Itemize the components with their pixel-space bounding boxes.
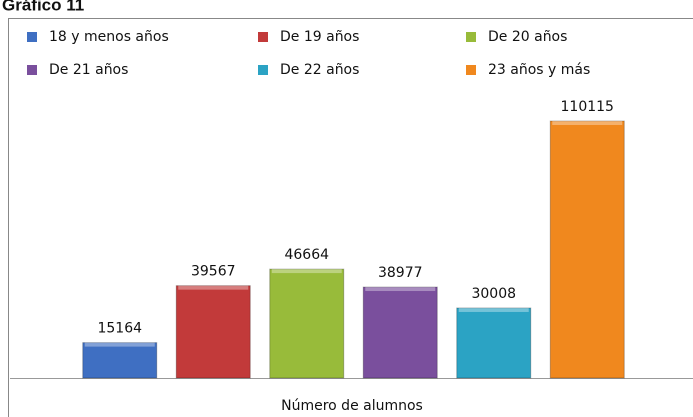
bar-highlight (271, 269, 342, 274)
bar-highlight (365, 287, 436, 292)
bar (269, 268, 345, 379)
legend-label: De 19 años (280, 29, 359, 45)
legend-swatch (466, 32, 476, 42)
legend-swatch (258, 32, 268, 42)
legend-label: De 21 años (49, 62, 128, 78)
chart-title: Gráfico 11 (2, 0, 84, 14)
legend-label: 23 años y más (488, 62, 590, 78)
bar-highlight (552, 121, 623, 125)
legend-label: De 22 años (280, 62, 359, 78)
legend-swatch (27, 65, 37, 75)
legend-swatch (258, 65, 268, 75)
legend-label: 18 y menos años (49, 29, 169, 45)
bar (82, 342, 158, 379)
bar (362, 286, 438, 379)
bar-highlight (178, 285, 249, 290)
data-label: 38977 (378, 265, 423, 281)
legend-label: De 20 años (488, 29, 567, 45)
data-label: 39567 (191, 264, 236, 280)
bar-highlight (84, 342, 155, 347)
data-label: 110115 (561, 99, 614, 115)
data-label: 15164 (97, 321, 142, 337)
bar-highlight (458, 307, 529, 312)
bar (456, 307, 532, 379)
legend-swatch (27, 32, 37, 42)
data-label: 46664 (284, 247, 329, 263)
data-label: 30008 (471, 286, 516, 302)
x-axis-label: Número de alumnos (281, 398, 423, 414)
legend-swatch (466, 65, 476, 75)
bar (175, 285, 251, 379)
bar (549, 120, 625, 379)
